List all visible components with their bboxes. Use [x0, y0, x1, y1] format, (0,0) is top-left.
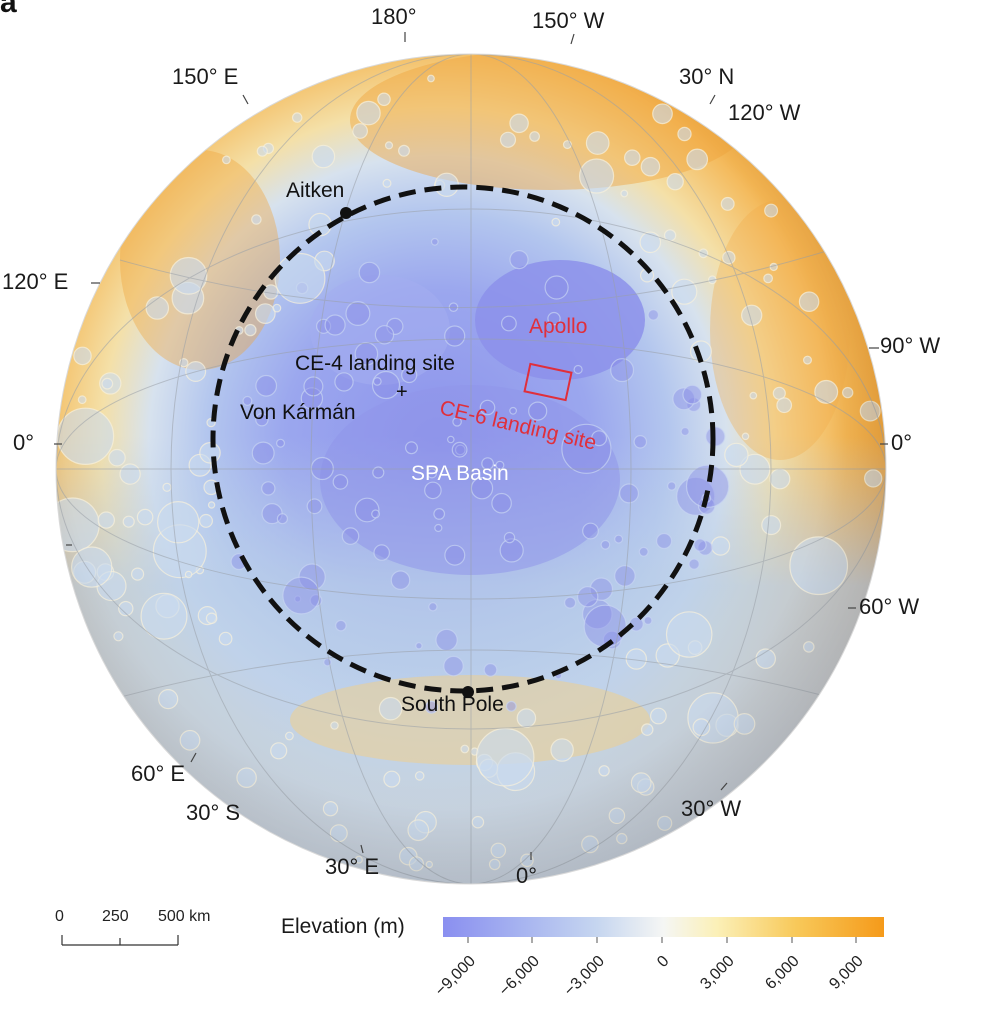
label-lon-120w: 120° W [728, 100, 801, 125]
scale-tick-250: 250 [102, 908, 129, 925]
aitken-marker [340, 207, 352, 219]
label-lon-30w: 30° W [681, 796, 742, 821]
label-ce4-landing-site: CE-4 landing site [295, 352, 455, 375]
label-lon-60e: 60° E [131, 761, 186, 786]
label-lon-150e: 150° E [172, 64, 239, 89]
legend-title: Elevation (m) [281, 915, 405, 938]
label-lon-180: 180° [371, 4, 417, 29]
label-lon-120e: 120° E [2, 269, 69, 294]
label-aitken: Aitken [286, 179, 345, 202]
colorbar-ticks [467, 937, 857, 943]
label-spa-basin: SPA Basin [411, 462, 509, 485]
label-lat-0-left: 0° [13, 430, 35, 455]
globe-outline [55, 53, 887, 885]
scale-bar [61, 935, 179, 946]
label-lon-150w: 150° W [532, 8, 605, 33]
scale-tick-500: 500 km [158, 908, 211, 925]
label-apollo: Apollo [529, 315, 588, 338]
scale-tick-0: 0 [55, 908, 64, 925]
label-lat-30s: 30° S [186, 800, 241, 825]
label-lat-30n: 30° N [679, 64, 735, 89]
label-south-pole: South Pole [401, 693, 504, 716]
label-lon-60w: 60° W [859, 594, 920, 619]
ce6-landing-site-box [523, 362, 573, 402]
label-lon-0: 0° [516, 863, 538, 888]
elevation-relief [56, 54, 886, 884]
label-von-karman: Von Kármán [240, 401, 356, 424]
ce4-marker: + [396, 381, 408, 403]
label-lon-30e: 30° E [325, 854, 380, 879]
label-lat-0-right: 0° [891, 430, 913, 455]
label-lon-90w: 90° W [880, 333, 941, 358]
graticule-ticks [54, 32, 888, 860]
panel-label: a [0, 0, 17, 19]
elevation-colorbar [443, 917, 884, 937]
south-pole-marker [462, 686, 474, 698]
